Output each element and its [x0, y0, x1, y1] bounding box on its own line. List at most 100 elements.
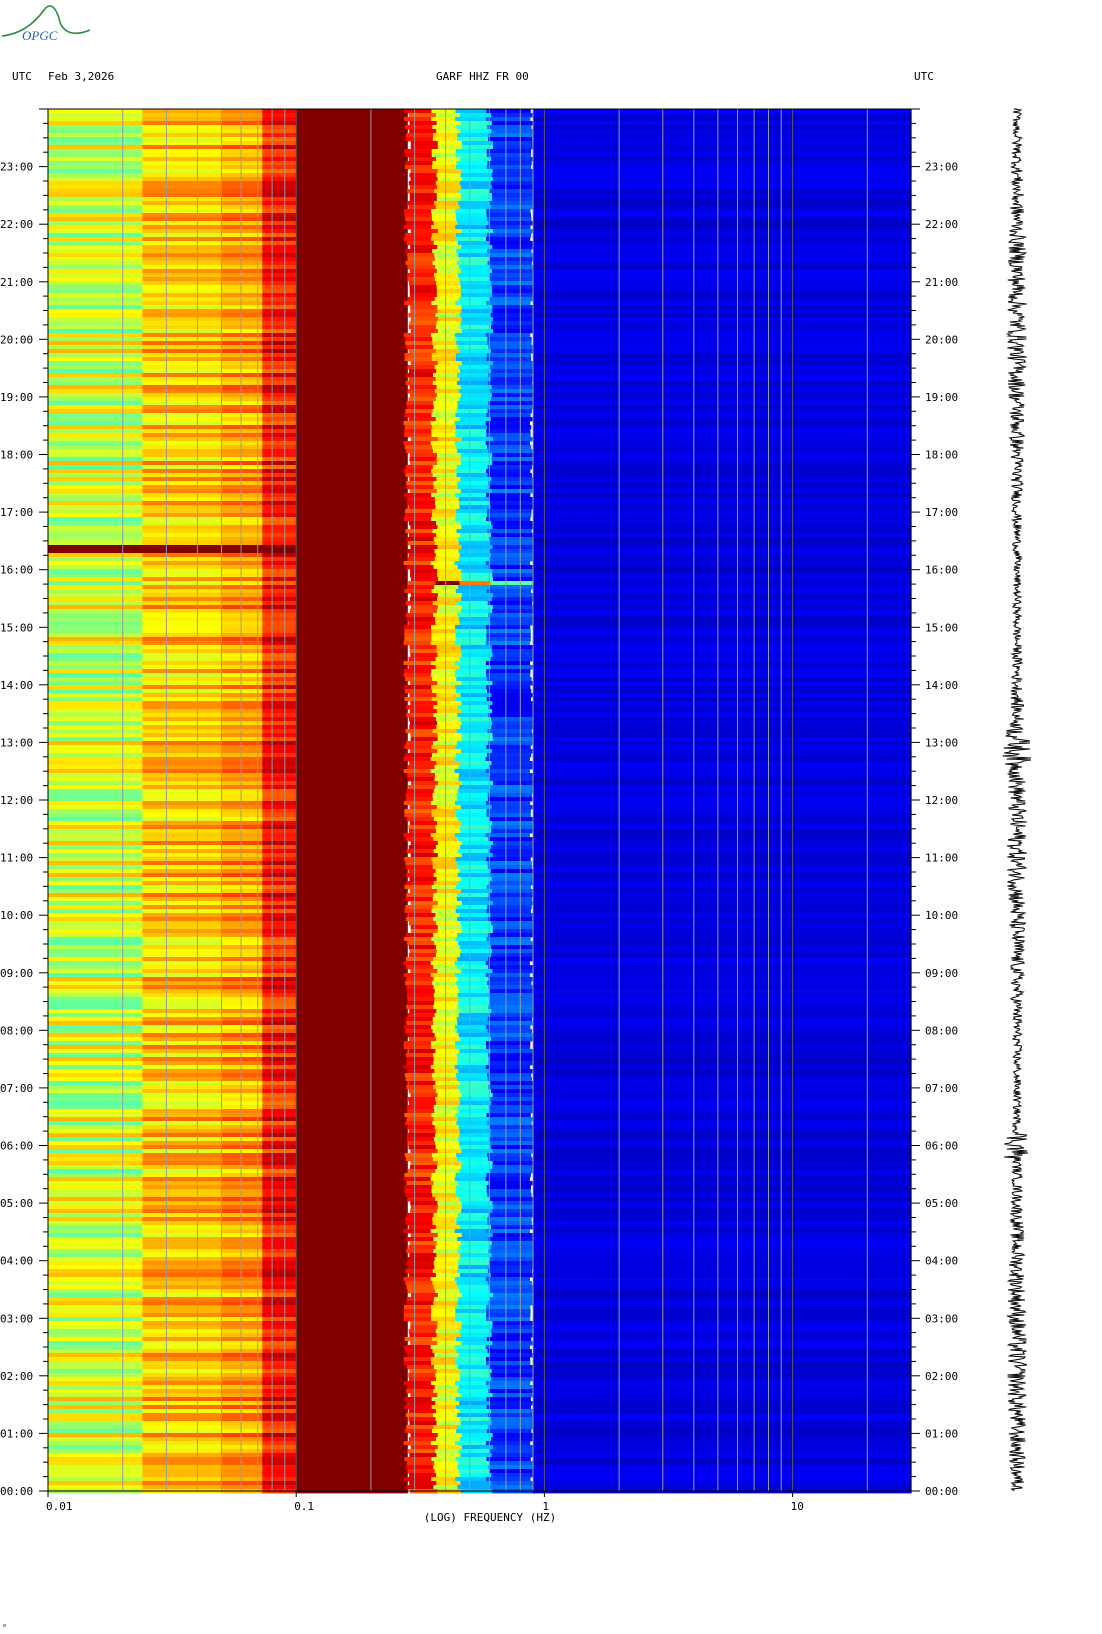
- spectrogram-cell: [142, 1149, 223, 1154]
- spectrogram-cell: [262, 921, 297, 926]
- spectrogram-cell: [142, 817, 223, 822]
- spectrogram-cell: [262, 273, 297, 278]
- spectrogram-cell: [221, 473, 263, 478]
- y-tick-label-left: 13:00: [0, 736, 33, 749]
- spectrogram-cell: [459, 1089, 492, 1094]
- spectrogram-cell: [142, 1425, 223, 1430]
- spectrogram-cell: [48, 1365, 143, 1370]
- spectrogram-cell: [262, 657, 297, 662]
- spectrogram-cell: [142, 905, 223, 910]
- spectrogram-cell: [488, 797, 533, 802]
- spectrogram-cell: [262, 789, 297, 794]
- spectrogram-cell: [296, 149, 408, 154]
- spectrogram-cell: [48, 793, 143, 798]
- spectrogram-cell: [142, 721, 223, 726]
- spectrogram-cell: [48, 477, 143, 482]
- spectrogram-cell: [436, 121, 462, 126]
- spectrogram-cell: [457, 221, 490, 226]
- spectrogram-cell: [262, 337, 297, 342]
- spectrogram-cell: [461, 453, 493, 458]
- spectrogram-cell: [296, 1149, 408, 1154]
- spectrogram-cell: [533, 357, 912, 362]
- spectrogram-cell: [491, 1453, 536, 1458]
- spectrogram-cell: [533, 849, 912, 854]
- spectrogram-cell: [296, 221, 408, 226]
- spectrogram-cell: [533, 1113, 912, 1118]
- spectrogram-cell: [533, 1253, 912, 1258]
- spectrogram-cell: [459, 1289, 491, 1294]
- spectrogram-cell: [296, 1445, 408, 1450]
- spectrogram-cell: [455, 1185, 488, 1190]
- spectrogram-cell: [296, 349, 408, 354]
- spectrogram-cell: [407, 617, 436, 622]
- spectrogram-cell: [221, 349, 263, 354]
- spectrogram-cell: [296, 1477, 408, 1482]
- spectrogram-cell: [296, 453, 408, 458]
- spectrogram-cell: [410, 545, 439, 550]
- spectrogram-cell: [221, 1053, 263, 1058]
- spectrogram-cell: [221, 1317, 263, 1322]
- spectrogram-cell: [48, 585, 143, 590]
- spectrogram-cell: [262, 1265, 297, 1270]
- spectrogram-cell: [296, 253, 408, 258]
- spectrogram-cell: [48, 605, 143, 610]
- spectrogram-cell: [296, 681, 408, 686]
- spectrogram-cell: [431, 637, 457, 642]
- spectrogram-cell: [142, 677, 223, 682]
- spectrogram-cell: [410, 737, 439, 742]
- spectrogram-cell: [142, 1037, 223, 1042]
- spectrogram-cell: [533, 1125, 912, 1130]
- spectrogram-cell: [431, 149, 457, 154]
- spectrogram-cell: [296, 229, 408, 234]
- spectrogram-cell: [296, 697, 408, 702]
- spectrogram-cell: [221, 657, 263, 662]
- spectrogram-cell: [533, 801, 912, 806]
- spectrogram-cell: [296, 1249, 408, 1254]
- spectrogram-cell: [262, 421, 297, 426]
- spectrogram-cell: [406, 1057, 435, 1062]
- spectrogram-cell: [48, 461, 143, 466]
- spectrogram-cell: [48, 273, 143, 278]
- spectrogram-cell: [492, 681, 537, 686]
- spectrogram-cell: [221, 1221, 263, 1226]
- spectrogram-cell: [296, 269, 408, 274]
- spectrogram-cell: [461, 681, 493, 686]
- spectrogram-cell: [296, 553, 408, 558]
- spectrogram-cell: [262, 821, 297, 826]
- spectrogram-cell: [142, 781, 223, 786]
- spectrogram-cell: [457, 481, 489, 486]
- spectrogram-cell: [48, 853, 143, 858]
- spectrogram-cell: [533, 493, 912, 498]
- spectrogram-cell: [491, 1369, 536, 1374]
- spectrogram-cell: [533, 717, 912, 722]
- spectrogram-cell: [262, 513, 297, 518]
- spectrogram-cell: [456, 125, 488, 130]
- spectrogram-cell: [296, 661, 408, 666]
- spectrogram-cell: [533, 697, 912, 702]
- spectrogram-cell: [142, 145, 223, 150]
- spectrogram-cell: [533, 841, 912, 846]
- spectrogram-cell: [262, 245, 297, 250]
- spectrogram-cell: [460, 761, 492, 766]
- spectrogram-cell: [486, 1173, 531, 1178]
- spectrogram-cell: [48, 1189, 143, 1194]
- spectrogram-cell: [142, 833, 223, 838]
- spectrogram-cell: [296, 921, 408, 926]
- spectrogram-cell: [221, 901, 263, 906]
- spectrogram-cell: [221, 245, 263, 250]
- spectrogram-cell: [296, 1393, 408, 1398]
- spectrogram-cell: [432, 1349, 458, 1354]
- spectrogram-cell: [486, 809, 531, 814]
- spectrogram-cell: [48, 113, 143, 118]
- spectrogram-cell: [48, 1253, 143, 1258]
- spectrogram-cell: [490, 657, 535, 662]
- spectrogram-cell: [405, 509, 433, 514]
- spectrogram-cell: [262, 473, 297, 478]
- spectrogram-cell: [142, 177, 223, 182]
- spectrogram-cell: [486, 1381, 531, 1386]
- spectrogram-cell: [48, 1141, 143, 1146]
- spectrogram-cell: [221, 1257, 263, 1262]
- spectrogram-cell: [437, 721, 462, 726]
- spectrogram-cell: [296, 713, 408, 718]
- spectrogram-cell: [455, 1361, 487, 1366]
